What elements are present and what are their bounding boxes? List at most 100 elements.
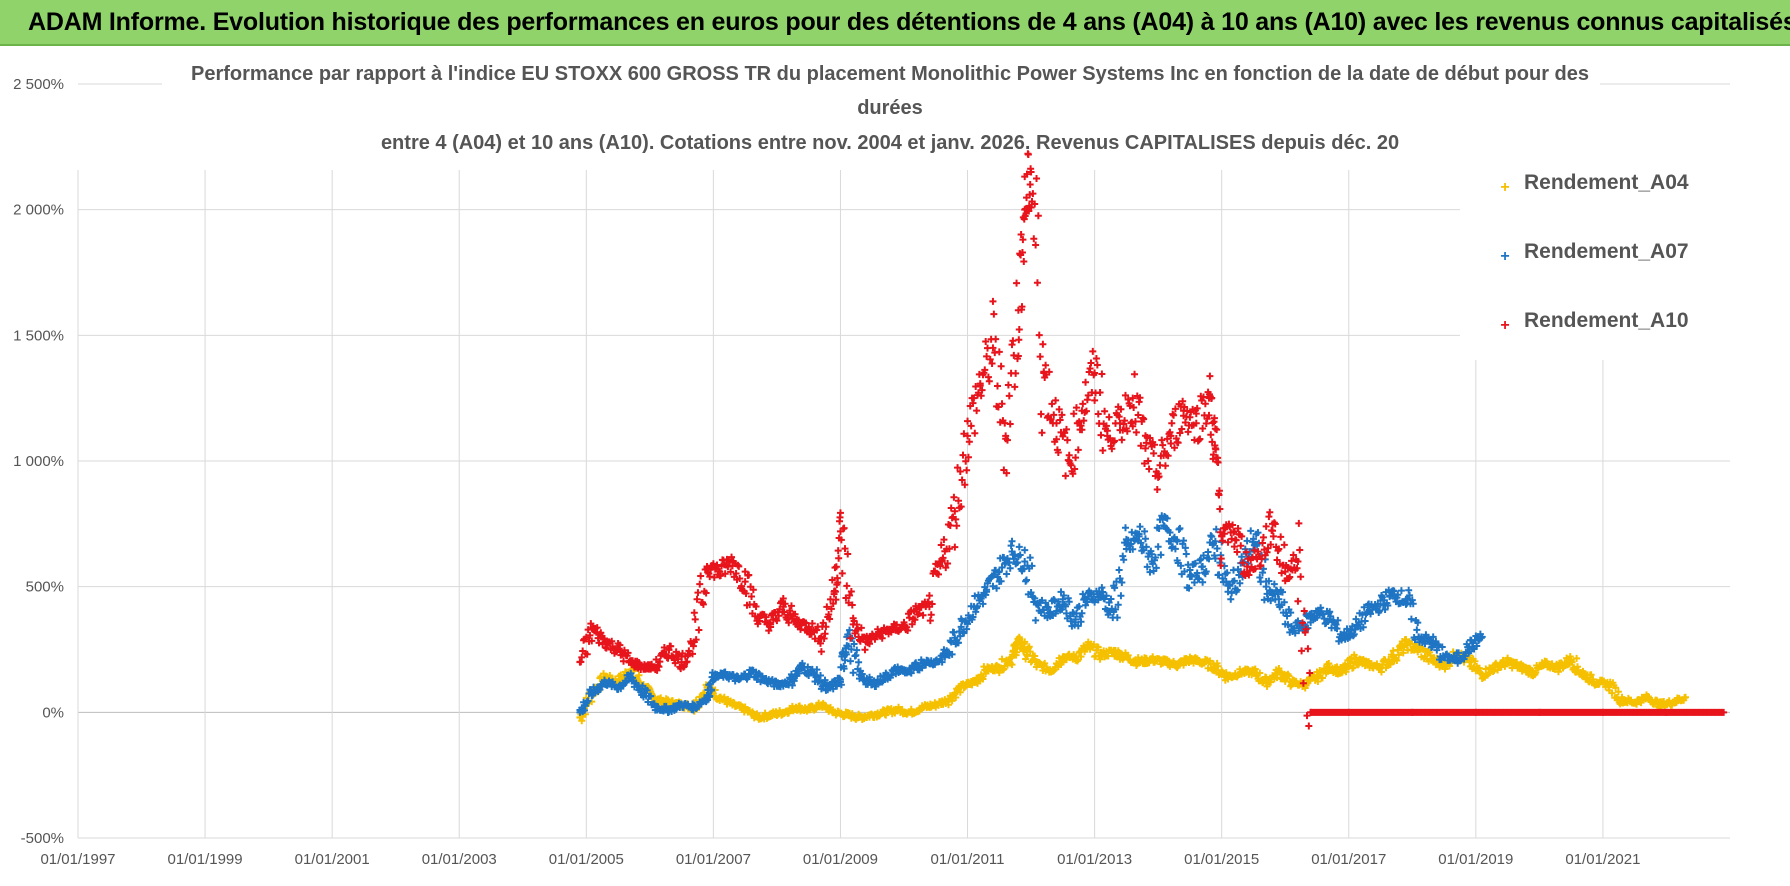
scatter-point: [1206, 372, 1214, 380]
scatter-point: [620, 657, 628, 665]
scatter-point: [1226, 582, 1234, 590]
scatter-point: [1078, 609, 1086, 617]
data-point: [1129, 394, 1137, 402]
scatter-point: [1238, 553, 1246, 561]
data-point: [1415, 646, 1423, 653]
scatter-point: [1563, 654, 1571, 662]
data-point: [1103, 432, 1111, 440]
scatter-point: [1092, 355, 1100, 363]
data-point: [1211, 537, 1219, 545]
scatter-point: [779, 594, 787, 602]
data-point: [1599, 708, 1607, 716]
scatter-point: [823, 603, 831, 611]
data-point: [836, 676, 844, 684]
scatter-point: [1003, 436, 1011, 444]
scatter-point: [1293, 564, 1301, 572]
scatter-point: [742, 590, 750, 598]
scatter-point: [846, 591, 854, 599]
scatter-point: [1101, 407, 1109, 415]
scatter-point: [1267, 597, 1275, 605]
scatter-point: [833, 682, 841, 690]
data-point: [1199, 563, 1207, 571]
scatter-point: [1223, 569, 1231, 577]
scatter-point: [979, 675, 987, 683]
data-point: [1377, 600, 1385, 608]
data-point: [1040, 369, 1048, 377]
scatter-point: [1069, 470, 1077, 478]
scatter-point: [989, 582, 997, 590]
data-point: [1211, 444, 1219, 452]
scatter-point: [997, 362, 1005, 370]
data-point: [957, 683, 965, 691]
scatter-point: [697, 572, 705, 580]
report-banner: ADAM Informe. Evolution historique des p…: [0, 0, 1790, 46]
scatter-point: [671, 659, 679, 667]
scatter-point: [1005, 392, 1013, 400]
scatter-point: [727, 568, 735, 576]
data-point: [1173, 537, 1181, 545]
data-point: [1662, 708, 1670, 716]
data-point: [983, 666, 991, 674]
scatter-point: [1114, 601, 1122, 609]
scatter-point: [940, 536, 948, 544]
data-point: [1440, 661, 1448, 669]
scatter-point: [1333, 625, 1341, 633]
series-rendement-a07: [576, 512, 1486, 717]
data-point: [1402, 595, 1410, 603]
scatter-point: [721, 570, 729, 578]
data-point: [1326, 615, 1334, 623]
data-points: [576, 150, 1728, 730]
scatter-point: [1250, 546, 1258, 554]
scatter-point: [1409, 600, 1417, 608]
banner-title: ADAM Informe. Evolution historique des p…: [28, 8, 1790, 36]
scatter-point: [1098, 370, 1106, 378]
scatter-point: [1026, 554, 1034, 562]
scatter-point: [1058, 411, 1066, 419]
scatter-point: [983, 352, 991, 360]
data-point: [1199, 658, 1207, 666]
scatter-point: [1141, 527, 1149, 535]
data-point: [1097, 590, 1105, 598]
scatter-point: [995, 348, 1003, 356]
scatter-point: [1376, 607, 1384, 615]
scatter-point: [967, 422, 975, 430]
data-point: [748, 668, 756, 676]
y-tick-label: 2 500%: [13, 76, 64, 93]
data-point: [1288, 678, 1296, 686]
data-point: [678, 701, 686, 709]
scatter-point: [848, 601, 856, 609]
scatter-point: [1111, 584, 1119, 592]
scatter-point: [1279, 588, 1287, 596]
data-point: [1148, 656, 1156, 664]
scatter-point: [1072, 404, 1080, 412]
scatter-point: [595, 639, 603, 647]
data-point: [1091, 369, 1099, 377]
data-point: [1014, 638, 1022, 646]
scatter-point: [1039, 340, 1047, 348]
scatter-point: [1079, 400, 1087, 408]
scatter-point: [1304, 645, 1312, 653]
scatter-point: [713, 561, 721, 569]
data-point: [614, 683, 622, 691]
data-point: [589, 688, 597, 696]
scatter-point: [1174, 439, 1182, 447]
scatter-point: [1123, 427, 1131, 435]
scatter-point: [1105, 413, 1113, 421]
scatter-point: [710, 573, 718, 581]
scatter-point: [1062, 472, 1070, 480]
data-point: [614, 646, 622, 653]
scatter-point: [992, 335, 1000, 343]
scatter-point: [1587, 671, 1595, 679]
data-point: [881, 708, 889, 716]
data-point: [1249, 535, 1257, 543]
scatter-point: [1198, 396, 1206, 404]
scatter-point: [1264, 544, 1272, 552]
scatter-point: [1032, 616, 1040, 624]
data-point: [1186, 656, 1194, 664]
data-point: [1294, 558, 1302, 566]
scatter-point: [1141, 460, 1149, 468]
scatter-point: [702, 589, 710, 597]
scatter-point: [1283, 612, 1291, 620]
data-point: [709, 673, 717, 681]
scatter-point: [1129, 422, 1137, 430]
